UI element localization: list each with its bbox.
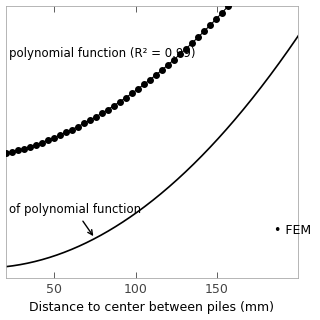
- X-axis label: Distance to center between piles (mm): Distance to center between piles (mm): [29, 301, 274, 315]
- Text: of polynomial function: of polynomial function: [9, 203, 141, 235]
- Text: • FEM: • FEM: [274, 224, 311, 237]
- Text: polynomial function (R² = 0.99): polynomial function (R² = 0.99): [9, 47, 195, 60]
